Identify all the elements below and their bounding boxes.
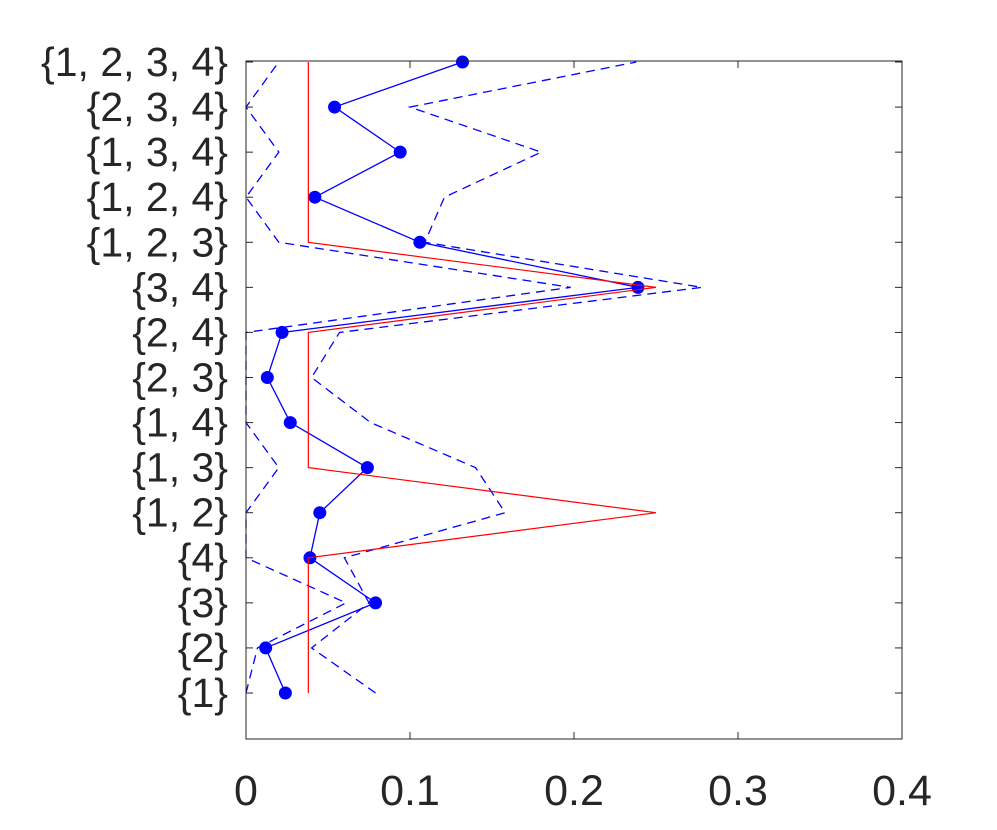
- y-tick-label-7: {2, 3}: [132, 355, 228, 401]
- y-tick-label-13: {2, 3, 4}: [87, 84, 228, 130]
- y-tick-label-5: {1, 3}: [132, 445, 228, 491]
- data-point-0-9: [631, 280, 645, 294]
- data-point-0-1: [259, 641, 273, 655]
- x-tick-label-0: 0: [234, 767, 258, 815]
- data-point-0-6: [283, 416, 297, 430]
- x-tick-label-1: 0.1: [380, 767, 440, 815]
- x-tick-label-3: 0.3: [708, 767, 768, 815]
- y-tick-label-10: {1, 2, 3}: [87, 219, 228, 265]
- data-point-0-2: [369, 596, 383, 610]
- data-point-0-12: [393, 145, 407, 159]
- x-tick-label-2: 0.2: [544, 767, 604, 815]
- x-tick-label-4: 0.4: [872, 767, 932, 815]
- data-point-0-5: [360, 461, 374, 475]
- data-point-0-10: [413, 235, 427, 249]
- y-tick-label-2: {3}: [178, 580, 228, 626]
- data-point-0-13: [328, 100, 342, 114]
- plot-area: [246, 61, 902, 739]
- series-layer: [245, 55, 703, 700]
- data-point-0-4: [313, 506, 327, 520]
- data-point-0-8: [275, 325, 289, 339]
- y-tick-label-12: {1, 3, 4}: [87, 129, 228, 175]
- y-tick-label-8: {2, 4}: [132, 309, 228, 355]
- y-tick-label-14: {1, 2, 3, 4}: [41, 39, 228, 85]
- data-point-0-14: [455, 55, 469, 69]
- y-tick-label-3: {4}: [178, 535, 228, 581]
- y-tick-label-1: {2}: [178, 625, 228, 671]
- y-tick-label-9: {3, 4}: [132, 264, 228, 310]
- series-line-1: [310, 61, 703, 694]
- series-line-3: [307, 62, 657, 693]
- y-tick-label-0: {1}: [178, 670, 228, 716]
- data-point-0-0: [278, 686, 292, 700]
- y-tick-label-4: {1, 2}: [132, 490, 228, 536]
- data-point-0-11: [308, 190, 322, 204]
- y-tick-label-6: {1, 4}: [132, 400, 228, 446]
- axes-layer: [245, 60, 903, 740]
- data-point-0-7: [260, 371, 274, 384]
- y-tick-label-11: {1, 2, 4}: [87, 174, 228, 220]
- tick-label-layer: {1}{2}{3}{4}{1, 2}{1, 3}{1, 4}{2, 3}{2, …: [41, 39, 932, 815]
